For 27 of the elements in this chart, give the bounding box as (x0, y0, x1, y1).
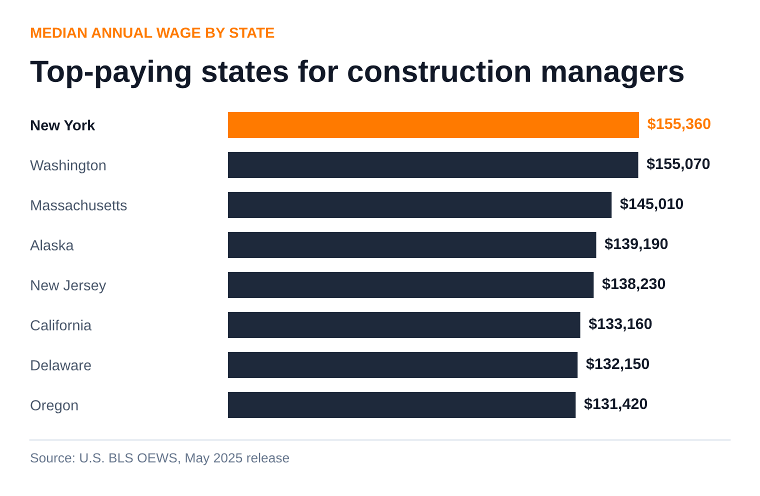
y-tick-label: Delaware (31, 360, 91, 370)
y-tick-label: New York (30, 120, 96, 130)
bar (228, 152, 638, 178)
bar (228, 112, 639, 138)
bar (228, 272, 594, 298)
chart-subtitle: MEDIAN ANNUAL WAGE BY STATE (30, 28, 274, 38)
data-label: $132,150 (586, 358, 650, 372)
y-tick-label: Oregon (30, 400, 78, 414)
data-label: $139,190 (604, 238, 668, 252)
data-label: $131,420 (584, 398, 648, 412)
data-label: $133,160 (588, 318, 652, 332)
bar (228, 352, 578, 378)
source-note: Source: U.S. BLS OEWS, May 2025 release (30, 452, 290, 466)
y-tick-label: New Jersey (31, 280, 106, 294)
data-label: $138,230 (602, 278, 666, 292)
y-tick-label: Washington (30, 160, 106, 174)
data-label: $155,360 (648, 118, 710, 132)
bar (228, 392, 576, 418)
y-tick-label: Massachusetts (31, 200, 127, 210)
data-label: $155,070 (646, 158, 710, 172)
y-tick-label: Alaska (30, 240, 74, 250)
y-tick-label: California (30, 320, 92, 330)
bar (228, 192, 612, 218)
data-label: $145,010 (620, 198, 684, 212)
chart-title: Top-paying states for construction managers (30, 60, 684, 88)
bar (228, 232, 596, 258)
bar (228, 312, 580, 338)
